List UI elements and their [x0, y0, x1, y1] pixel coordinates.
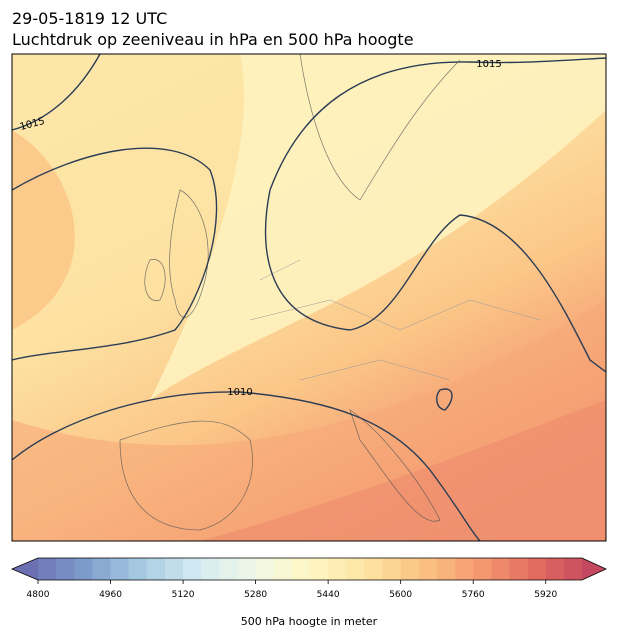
colorbar-segment	[400, 558, 420, 580]
colorbar-extend	[582, 558, 606, 580]
colorbar-segment	[455, 558, 474, 580]
title: Luchtdruk op zeeniveau in hPa en 500 hPa…	[12, 30, 414, 49]
colorbar-segment	[364, 558, 383, 580]
colorbar-segment	[219, 558, 238, 580]
colorbar-segment	[563, 558, 583, 580]
colorbar-segment	[491, 558, 510, 580]
colorbar-segment	[436, 558, 456, 580]
colorbar-segment	[418, 558, 438, 580]
colorbar-tick-label: 4800	[27, 590, 50, 600]
colorbar-tick-label: 5440	[317, 590, 340, 600]
colorbar-segment	[237, 558, 256, 580]
colorbar-tick-label: 5280	[244, 590, 267, 600]
map-frame	[11, 53, 607, 542]
colorbar-tick-label: 5920	[534, 590, 557, 600]
colorbar-segment	[183, 558, 202, 580]
colorbar-segment	[291, 558, 311, 580]
colorbar-tick-label: 5600	[389, 590, 412, 600]
colorbar-segment	[509, 558, 528, 580]
colorbar-segment	[527, 558, 547, 580]
date: 29-05-1819 12 UTC	[12, 9, 167, 28]
colorbar-segment	[164, 558, 184, 580]
isobar-label: 1015	[476, 59, 501, 70]
colorbar-segment	[545, 558, 565, 580]
colorbar: 4800 4960 5120 5280 5440 5600 5760 5920	[10, 557, 607, 600]
colorbar-segment	[74, 558, 93, 580]
colorbar-extend	[12, 558, 38, 580]
colorbar-tick-label: 5120	[172, 590, 195, 600]
colorbar-segment	[146, 558, 166, 580]
colorbar-frame	[10, 557, 607, 581]
colorbar-segment	[92, 558, 111, 580]
colorbar-tick-label: 4960	[99, 590, 122, 600]
colorbar-segment	[273, 558, 293, 580]
colorbar-segment	[56, 558, 75, 580]
colorbar-segment	[473, 558, 492, 580]
colorbar-label: 500 hPa hoogte in meter	[241, 615, 378, 628]
colorbar-segment	[38, 558, 57, 580]
colorbar-segment	[346, 558, 365, 580]
colorbar-segment	[328, 558, 347, 580]
colorbar-tick-label: 5760	[462, 590, 485, 600]
colorbar-segment	[128, 558, 148, 580]
colorbar-segment	[110, 558, 129, 580]
colorbar-segment	[201, 558, 220, 580]
colorbar-segment	[382, 558, 401, 580]
colorbar-segment	[255, 558, 275, 580]
isobar-label: 1010	[227, 387, 252, 398]
colorbar-segment	[310, 558, 329, 580]
map: 1015 1015 1010	[12, 54, 606, 541]
